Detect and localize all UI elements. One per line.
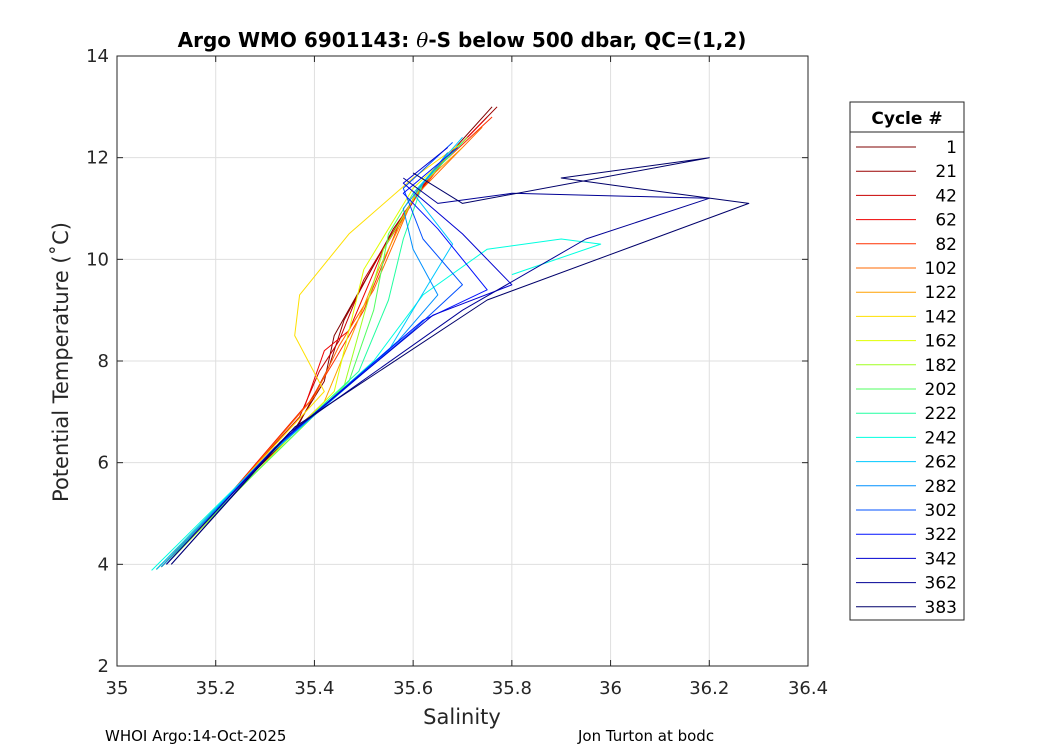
y-axis-label: Potential Temperature (˚C)	[49, 222, 73, 502]
y-tick-label: 14	[86, 46, 109, 67]
legend-label-cycle-262: 262	[925, 453, 957, 473]
legend: Cycle # 1 21 42 62 82 102 122 142 162 182 202 222 24…	[849, 101, 965, 621]
legend-label-cycle-342: 342	[925, 549, 957, 569]
legend-items: 1 21 42 62 82 102 122 142 162 182 202 222 242 262 282 3…	[856, 138, 957, 618]
legend-label-cycle-282: 282	[925, 477, 957, 497]
x-tick-label: 35	[106, 678, 129, 699]
x-tick-label: 36.4	[788, 678, 828, 699]
footer-right: Jon Turton at bodc	[577, 727, 714, 745]
y-tick-label: 2	[98, 656, 109, 677]
legend-label-cycle-42: 42	[935, 186, 957, 206]
y-axis-ticks: 2 4 6 8 10 12 14	[86, 46, 808, 677]
x-tick-label: 35.4	[294, 678, 334, 699]
series-layer	[151, 106, 750, 571]
series-line-cycle-383	[170, 157, 750, 565]
x-tick-label: 36	[599, 678, 622, 699]
legend-title: Cycle #	[871, 109, 942, 129]
x-axis-ticks: 35 35.2 35.4 35.6 35.8 36 36.2 36.4	[106, 56, 828, 699]
legend-label-cycle-1: 1	[946, 138, 957, 158]
title-theta-symbol: θ	[416, 28, 428, 52]
legend-label-cycle-142: 142	[925, 307, 957, 327]
legend-label-cycle-21: 21	[935, 162, 957, 182]
chart-title: Argo WMO 6901143: θ-S below 500 dbar, QC…	[178, 28, 747, 52]
x-axis-label: Salinity	[423, 705, 501, 729]
legend-label-cycle-302: 302	[925, 501, 957, 521]
footer-left: WHOI Argo:14-Oct-2025	[105, 727, 286, 745]
legend-box	[849, 101, 965, 621]
legend-label-cycle-82: 82	[935, 235, 957, 255]
legend-label-cycle-122: 122	[925, 283, 957, 303]
y-tick-label: 12	[86, 148, 109, 169]
legend-label-cycle-62: 62	[935, 211, 957, 231]
y-tick-label: 10	[86, 249, 109, 270]
x-tick-label: 35.8	[492, 678, 532, 699]
y-tick-label: 8	[98, 351, 109, 372]
series-line-cycle-102	[166, 126, 483, 565]
y-tick-label: 6	[98, 453, 109, 474]
legend-label-cycle-322: 322	[925, 525, 957, 545]
legend-label-cycle-102: 102	[925, 259, 957, 279]
legend-label-cycle-362: 362	[925, 574, 957, 594]
legend-label-cycle-202: 202	[925, 380, 957, 400]
legend-label-cycle-222: 222	[925, 404, 957, 424]
legend-label-cycle-182: 182	[925, 356, 957, 376]
x-tick-label: 35.2	[196, 678, 236, 699]
y-tick-label: 4	[98, 554, 109, 575]
legend-label-cycle-162: 162	[925, 332, 957, 352]
x-tick-label: 35.6	[393, 678, 433, 699]
legend-label-cycle-242: 242	[925, 428, 957, 448]
x-tick-label: 36.2	[689, 678, 729, 699]
legend-label-cycle-383: 383	[925, 598, 957, 618]
